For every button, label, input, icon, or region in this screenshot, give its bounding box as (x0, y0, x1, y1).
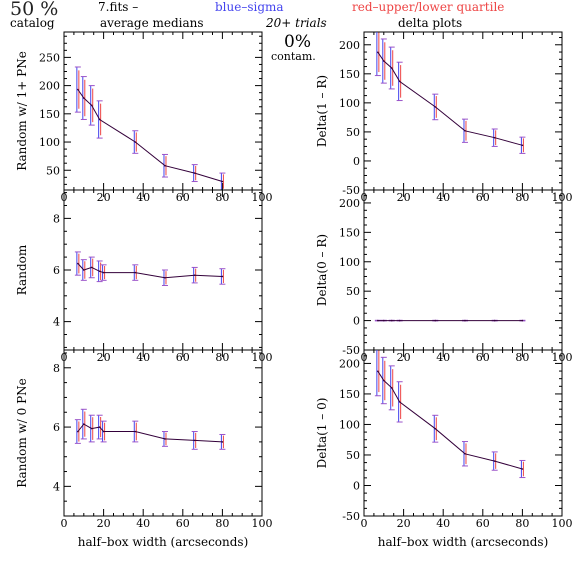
y-axis-label: Random w/ 1+ PNe (15, 51, 29, 171)
catalog-label: catalog (10, 16, 55, 30)
x-tick-label: 60 (176, 351, 190, 364)
x-tick-label: 80 (515, 517, 529, 530)
y-tick-label: -50 (342, 510, 360, 523)
y-tick-label: 50 (346, 449, 360, 462)
y-tick-label: 0 (353, 315, 360, 328)
x-tick-label: 80 (515, 351, 529, 364)
panel-random-0: 0 20 40 60 80 100 4 6 8 Random w/ 0 PNe half–box w… (15, 349, 273, 549)
data-layer (374, 350, 526, 479)
y-tick-label: 50 (346, 285, 360, 298)
delta-plots-label: delta plots (398, 16, 463, 30)
x-tick-label: 60 (176, 191, 190, 204)
percent-label: 50 % (10, 0, 59, 20)
x-tick-label: 0 (61, 517, 68, 530)
file-label: 7.fits – (98, 0, 139, 14)
median-line (377, 371, 523, 470)
contam-percent-label: 0% (284, 32, 311, 52)
median-line (77, 423, 223, 443)
y-axis-label: Random w/ 0 PNe (15, 378, 29, 488)
y-tick-label: 100 (339, 97, 360, 110)
x-tick-label: 60 (476, 351, 490, 364)
y-tick-label: 100 (339, 418, 360, 431)
x-axis-label: half–box width (arcseconds) (378, 535, 549, 549)
x-tick-label: 20 (397, 517, 411, 530)
x-tick-label: 60 (176, 517, 190, 530)
x-tick-label: 40 (436, 191, 450, 204)
y-tick-label: 150 (339, 68, 360, 81)
median-line (377, 52, 523, 146)
y-tick-label: 4 (53, 316, 60, 329)
plot-frame (63, 31, 263, 191)
x-tick-label: 40 (436, 517, 450, 530)
y-tick-label: 150 (339, 226, 360, 239)
x-tick-label: 20 (397, 351, 411, 364)
x-tick-label: 40 (436, 351, 450, 364)
x-tick-label: 60 (476, 517, 490, 530)
median-line (77, 263, 223, 279)
y-axis-label: Delta(0 – R) (315, 234, 329, 306)
y-axis-label: Delta(1 – 0) (315, 398, 329, 469)
y-tick-label: -50 (342, 344, 360, 357)
y-tick-label: 150 (39, 108, 60, 121)
y-tick-label: 8 (53, 212, 60, 225)
plot-frame (63, 349, 263, 517)
data-layer (74, 408, 226, 450)
blue-sigma-label: blue–sigma (215, 0, 284, 14)
y-tick-label: 50 (46, 164, 60, 177)
x-tick-label: 80 (215, 517, 229, 530)
y-tick-label: 6 (53, 264, 60, 277)
y-tick-label: 0 (353, 155, 360, 168)
x-tick-label: 100 (552, 517, 573, 530)
x-axis-label: half–box width (arcseconds) (78, 535, 249, 549)
x-tick-label: 60 (476, 191, 490, 204)
trials-label: 20+ trials (266, 16, 327, 30)
x-tick-label: 80 (515, 191, 529, 204)
median-line (77, 89, 223, 182)
data-layer (374, 319, 526, 322)
y-tick-label: 200 (339, 39, 360, 52)
y-tick-label: 250 (39, 51, 60, 64)
data-layer (74, 66, 226, 190)
x-tick-label: 20 (97, 351, 111, 364)
y-tick-label: 0 (353, 479, 360, 492)
x-tick-label: 40 (136, 191, 150, 204)
x-tick-label: 100 (252, 517, 273, 530)
y-tick-label: 200 (339, 357, 360, 370)
x-tick-label: 20 (97, 191, 111, 204)
y-tick-label: 8 (53, 362, 60, 375)
x-tick-label: 80 (215, 191, 229, 204)
y-tick-label: 200 (39, 80, 60, 93)
contam-label: contam. (271, 50, 316, 63)
data-layer (74, 251, 226, 286)
x-tick-label: 0 (361, 517, 368, 530)
y-tick-label: 100 (39, 136, 60, 149)
y-tick-label: 100 (339, 256, 360, 269)
x-tick-label: 80 (215, 351, 229, 364)
plot-frame (363, 31, 563, 191)
y-axis-label: Random (15, 244, 29, 295)
y-axis-label: Delta(1 – R) (315, 75, 329, 147)
y-tick-label: 4 (53, 480, 60, 493)
data-layer (374, 32, 526, 154)
medians-label: average medians (100, 16, 204, 30)
x-tick-label: 40 (136, 517, 150, 530)
y-tick-label: 6 (53, 421, 60, 434)
plot-frame (363, 189, 563, 351)
y-tick-label: 150 (339, 388, 360, 401)
x-tick-label: 20 (397, 191, 411, 204)
y-tick-label: -50 (342, 184, 360, 197)
y-tick-label: 200 (339, 197, 360, 210)
plot-frame (363, 349, 563, 517)
x-tick-label: 20 (97, 517, 111, 530)
red-quartile-label: red–upper/lower quartile (352, 0, 505, 14)
x-tick-label: 40 (136, 351, 150, 364)
y-tick-label: 50 (346, 126, 360, 139)
